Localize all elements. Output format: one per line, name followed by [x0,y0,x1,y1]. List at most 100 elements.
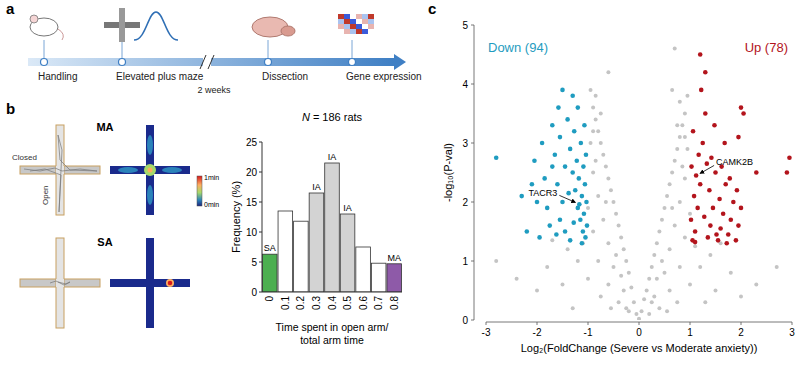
point [560,200,565,205]
point [563,229,568,234]
annotation-arrow [700,165,714,173]
x-tick-label: -1 [584,327,593,338]
point [722,141,727,146]
bar [356,247,371,292]
x-tick-label: -3 [482,327,491,338]
y-tick-label: 1 [462,256,468,267]
icon-heatmap-cell [368,29,374,34]
label: 0min [204,201,219,208]
maze-trace [50,281,70,285]
y-tick-label: 0 [251,287,257,298]
bar-label: IA [328,152,337,162]
point [558,217,563,222]
point [735,188,740,193]
label: Closed [12,153,37,162]
point [530,182,535,187]
icon-heatmap-cell [368,14,374,19]
point [612,265,616,269]
point [515,277,519,281]
y-tick [471,84,474,85]
point [591,230,595,234]
x-tick [486,322,487,325]
point [668,247,672,251]
icon-heatmap-cell [362,29,368,34]
x-tick [639,322,640,325]
y-tick [471,202,474,203]
maze-heatmap [110,279,190,287]
point [650,265,654,269]
point [729,217,734,222]
label: Open [41,185,50,205]
icon-heatmap-cell [368,19,374,24]
point [705,161,710,166]
y-tick-label: 20 [246,167,258,178]
x-tick-label: 1 [687,327,693,338]
bars [263,163,402,292]
point [657,230,661,234]
point [691,129,696,134]
point [688,212,692,216]
point [556,105,561,110]
bar-label: IA [343,203,352,213]
bar-label: IA [312,182,321,192]
icon-heatmap-cell [362,14,368,19]
point [594,117,598,121]
point [584,200,589,205]
point [699,88,704,93]
point [574,158,579,163]
point [609,188,613,192]
point [716,238,721,243]
point [683,112,687,116]
point [678,200,682,204]
point [629,286,633,290]
x-axis-title-line: Time spent in open arm/ [276,321,389,333]
heat-blob [144,164,156,176]
point [535,200,540,205]
colorbar [197,176,202,206]
point [678,135,682,139]
annotation-arrow [559,195,575,202]
title-part: N [302,111,310,123]
point [668,289,672,293]
point [739,294,743,298]
point [736,223,741,228]
point [696,153,701,158]
y-tick-label: 2 [462,197,468,208]
point [550,164,555,169]
point [614,212,618,216]
point [741,111,746,116]
icon-curve [134,12,178,40]
y-axis [262,142,263,292]
point [579,141,584,146]
x-tick-label: 0.1 [280,296,291,310]
x-tick-label: 0.6 [358,296,369,310]
point [545,206,550,211]
bar-label: SA [264,243,276,253]
point [683,235,687,239]
point [525,229,530,234]
y-axis-title: Frequency (%) [230,181,242,253]
y-tick [259,232,262,233]
point [566,191,571,196]
icon-mouse-ear [30,15,38,23]
label: Handling [38,71,77,82]
point [589,141,593,145]
point [689,217,694,222]
point [554,232,559,237]
chart-title: N = 186 rats [302,111,363,123]
y-tick-label: 0 [462,315,468,326]
bar [371,263,386,292]
icon-heatmap-cell [356,29,362,34]
point [591,171,595,175]
point [708,253,712,257]
point [692,194,697,199]
point [698,52,703,57]
point [731,200,736,205]
point [683,135,687,139]
point [570,94,575,99]
point [535,289,539,293]
point [584,153,589,158]
point [586,206,590,210]
point [606,283,610,287]
point [606,176,610,180]
